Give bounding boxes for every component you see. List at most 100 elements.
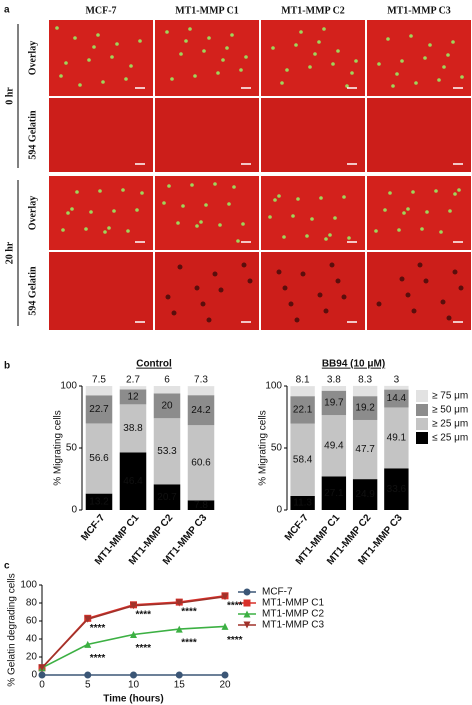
degradation-spot	[440, 299, 446, 305]
value-label: 20.7	[157, 492, 177, 503]
x-tick-label: MCF-7	[283, 512, 311, 543]
cell	[170, 77, 174, 81]
degradation-spot	[247, 278, 253, 284]
cell	[207, 36, 211, 40]
cell	[409, 34, 413, 38]
cell	[397, 228, 401, 232]
value-label: 49.1	[387, 433, 407, 444]
bar-segment	[187, 425, 215, 501]
channel-label: 594 Gelatin	[27, 266, 38, 316]
y-tick-label: 100	[265, 381, 282, 392]
micrograph	[49, 252, 153, 330]
time-label: 0 hr	[4, 87, 15, 105]
cell	[218, 223, 222, 227]
bar-segment	[321, 415, 347, 477]
bar-segment	[187, 386, 215, 396]
value-label: 33.6	[387, 484, 407, 495]
legend-label: MT1-MMP C2	[262, 609, 324, 620]
cell	[103, 230, 107, 234]
legend-swatch	[416, 432, 428, 444]
cell	[442, 65, 446, 69]
cell	[244, 55, 248, 59]
marker	[84, 615, 92, 623]
value-label: 38.8	[123, 423, 143, 434]
cell	[121, 188, 125, 192]
value-label: 13.2	[89, 496, 109, 507]
cell	[124, 77, 128, 81]
legend-label: ≥ 25 μm	[432, 419, 468, 430]
cell	[310, 217, 314, 221]
chart-title: BB94 (10 μM)	[322, 359, 385, 370]
cell	[78, 83, 82, 87]
marker	[84, 671, 92, 679]
value-label: 46.4	[123, 476, 143, 487]
y-tick-label: 0	[31, 670, 37, 681]
cell	[319, 196, 323, 200]
degradation-spot	[241, 262, 247, 268]
cell	[61, 228, 65, 232]
cell	[383, 208, 387, 212]
degradation-spot	[300, 271, 306, 277]
value-label: 53.3	[157, 446, 177, 457]
bar-segment	[119, 404, 147, 453]
cell	[84, 227, 88, 231]
cell	[420, 227, 424, 231]
cell	[64, 61, 68, 65]
cell	[285, 68, 289, 72]
cell	[181, 204, 185, 208]
value-label: 8.1	[296, 375, 310, 386]
cell	[391, 84, 395, 88]
cell	[317, 40, 321, 44]
cell	[273, 198, 277, 202]
degradation-spot	[405, 292, 411, 298]
cell	[232, 185, 236, 189]
cell	[411, 190, 415, 194]
cell	[107, 226, 111, 230]
cell	[195, 224, 199, 228]
cell	[89, 210, 93, 214]
cell	[179, 52, 183, 56]
degradation-spot	[200, 301, 206, 307]
cell	[101, 80, 105, 84]
cell	[322, 27, 326, 31]
degradation-spot	[212, 271, 218, 277]
cell	[110, 55, 114, 59]
degradation-spot	[458, 285, 464, 291]
value-label: 24.2	[191, 405, 211, 416]
degradation-spot	[446, 315, 452, 321]
y-tick-label: 100	[60, 381, 77, 392]
cell	[305, 234, 309, 238]
cell	[446, 53, 450, 57]
value-label: 47.7	[355, 444, 375, 455]
value-label: 7.3	[194, 375, 208, 386]
bar-segment	[352, 396, 378, 420]
legend-marker	[243, 621, 251, 629]
cell	[414, 81, 418, 85]
degradation-spot	[194, 285, 200, 291]
cell	[213, 182, 217, 186]
significance-label: ****	[227, 600, 243, 611]
micrograph	[49, 176, 153, 250]
significance-label: ****	[181, 638, 197, 649]
degradation-spot	[452, 269, 458, 275]
significance-label: ****	[90, 653, 106, 664]
legend-label: MT1-MMP C1	[262, 598, 324, 609]
cell	[428, 43, 432, 47]
cell	[423, 56, 427, 60]
cell	[333, 216, 337, 220]
cell	[87, 58, 91, 62]
degradation-spot	[165, 294, 171, 300]
cell	[135, 208, 139, 212]
bar-segment	[352, 479, 378, 510]
y-axis-label: % Gelatin degrading cells	[7, 573, 18, 686]
y-tick-label: 100	[20, 580, 37, 591]
cell	[96, 33, 100, 37]
bar-segment	[85, 395, 113, 424]
micrograph	[261, 252, 365, 330]
value-label: 11.3	[293, 498, 312, 509]
column-header: MCF-7	[85, 5, 116, 16]
value-label: 22.1	[293, 405, 313, 416]
value-label: 2.7	[126, 375, 140, 386]
legend-label: MT1-MMP C3	[262, 620, 324, 631]
value-label: 14.4	[387, 393, 407, 404]
